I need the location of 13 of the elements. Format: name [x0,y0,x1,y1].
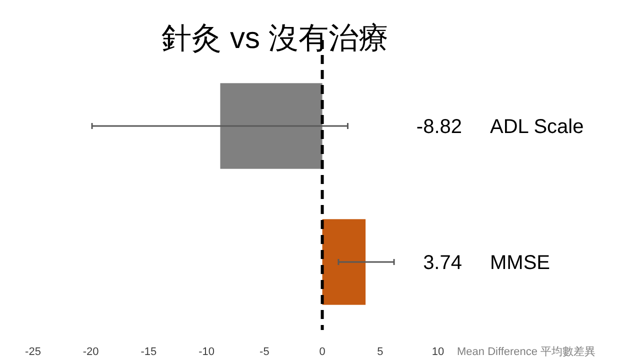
x-axis-title: Mean Difference 平均數差異 [457,346,596,358]
x-tick-label: 10 [432,346,444,358]
x-tick-label: 0 [319,346,326,358]
y-tick-label: MMSE [490,252,550,274]
x-tick-label: -10 [198,346,215,358]
x-tick-label: -15 [140,346,157,358]
x-tick-label: -5 [260,346,270,358]
data-label: -8.82 [416,116,462,138]
y-tick-label: ADL Scale [490,116,584,138]
x-tick-label: -25 [25,346,41,358]
x-tick-label: -20 [82,346,99,358]
x-tick-label: 5 [377,346,384,358]
data-label: 3.74 [423,252,462,274]
